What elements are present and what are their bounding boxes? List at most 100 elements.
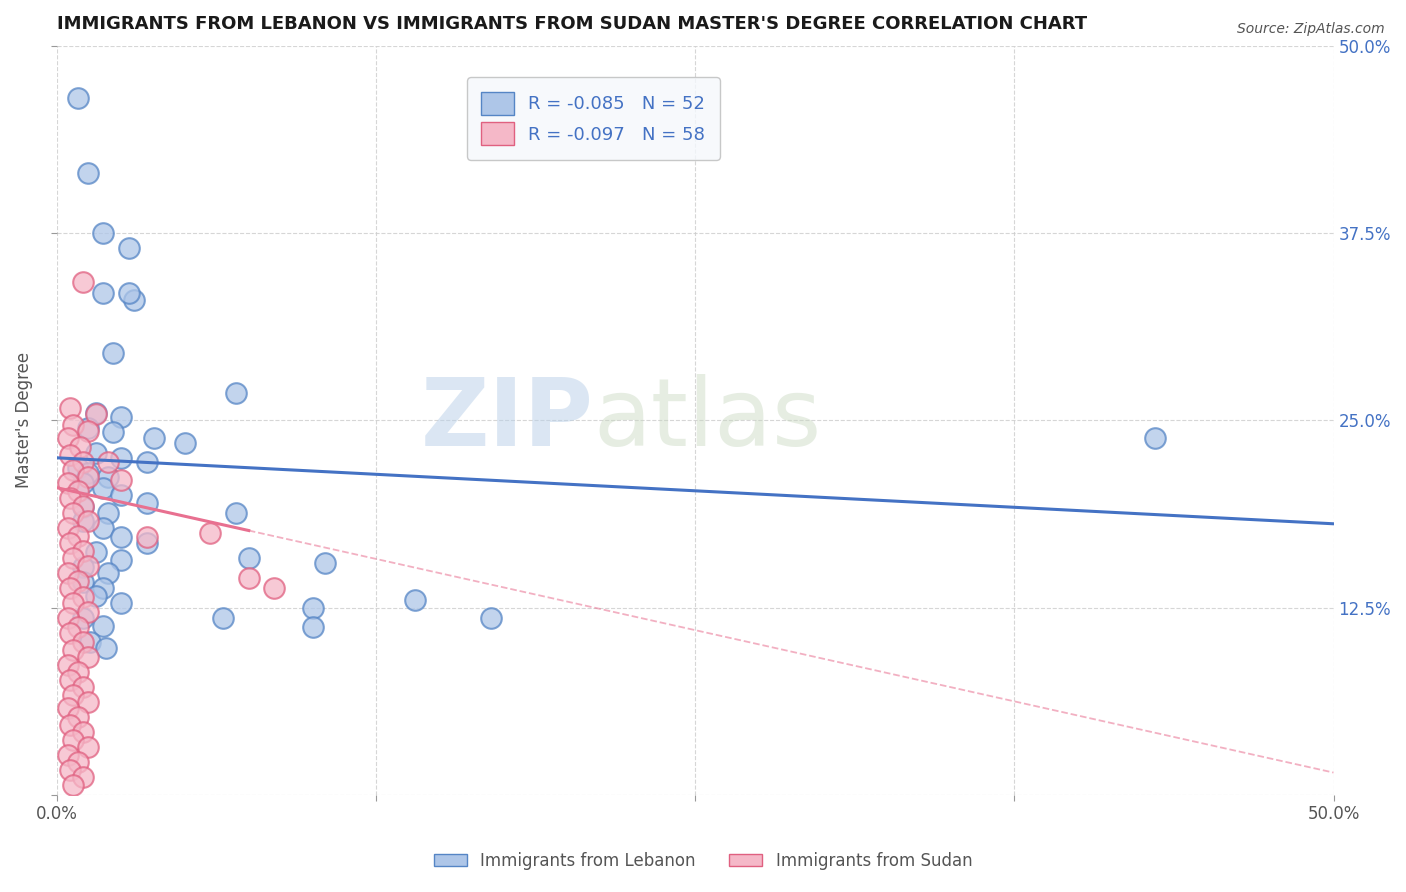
- Point: [143, 431, 166, 445]
- Point: [91, 285, 114, 300]
- Point: [62, 688, 84, 702]
- Point: [72, 499, 94, 513]
- Point: [69, 441, 91, 455]
- Point: [59, 763, 82, 777]
- Point: [56, 431, 79, 445]
- Y-axis label: Master's Degree: Master's Degree: [15, 352, 32, 489]
- Point: [110, 530, 132, 544]
- Point: [1143, 431, 1166, 445]
- Point: [72, 725, 94, 739]
- Point: [59, 673, 82, 687]
- Point: [135, 455, 157, 469]
- Point: [103, 425, 125, 440]
- Point: [77, 605, 100, 619]
- Point: [56, 521, 79, 535]
- Point: [62, 417, 84, 432]
- Point: [66, 710, 89, 724]
- Point: [62, 596, 84, 610]
- Point: [97, 470, 120, 484]
- Point: [72, 575, 94, 590]
- Point: [66, 620, 89, 634]
- Point: [59, 717, 82, 731]
- Point: [66, 755, 89, 769]
- Point: [66, 483, 89, 498]
- Point: [174, 435, 197, 450]
- Point: [56, 747, 79, 762]
- Point: [238, 551, 260, 566]
- Point: [72, 514, 94, 528]
- Point: [212, 611, 235, 625]
- Point: [84, 408, 107, 422]
- Point: [84, 545, 107, 559]
- Point: [59, 581, 82, 595]
- Point: [77, 740, 100, 755]
- Point: [77, 424, 100, 438]
- Point: [59, 448, 82, 462]
- Point: [110, 473, 132, 487]
- Point: [72, 611, 94, 625]
- Point: [103, 346, 125, 360]
- Point: [59, 401, 82, 416]
- Point: [72, 770, 94, 784]
- Point: [91, 618, 114, 632]
- Point: [72, 476, 94, 491]
- Point: [314, 556, 336, 570]
- Point: [110, 410, 132, 425]
- Point: [77, 466, 100, 480]
- Point: [62, 732, 84, 747]
- Text: atlas: atlas: [593, 375, 821, 467]
- Point: [97, 566, 120, 581]
- Point: [62, 642, 84, 657]
- Point: [77, 695, 100, 709]
- Point: [77, 514, 100, 528]
- Text: Source: ZipAtlas.com: Source: ZipAtlas.com: [1237, 22, 1385, 37]
- Point: [66, 574, 89, 588]
- Point: [72, 680, 94, 694]
- Point: [66, 91, 89, 105]
- Point: [77, 650, 100, 665]
- Point: [62, 778, 84, 792]
- Point: [225, 386, 247, 401]
- Point: [91, 521, 114, 535]
- Point: [135, 530, 157, 544]
- Point: [72, 591, 94, 605]
- Point: [59, 536, 82, 550]
- Point: [56, 566, 79, 581]
- Point: [66, 529, 89, 543]
- Point: [84, 589, 107, 603]
- Point: [59, 491, 82, 506]
- Point: [404, 593, 426, 607]
- Point: [135, 496, 157, 510]
- Point: [122, 293, 145, 308]
- Point: [72, 635, 94, 649]
- Point: [225, 506, 247, 520]
- Point: [79, 635, 101, 649]
- Point: [56, 657, 79, 672]
- Point: [135, 536, 157, 550]
- Point: [263, 581, 285, 595]
- Point: [62, 506, 84, 520]
- Text: IMMIGRANTS FROM LEBANON VS IMMIGRANTS FROM SUDAN MASTER'S DEGREE CORRELATION CHA: IMMIGRANTS FROM LEBANON VS IMMIGRANTS FR…: [58, 15, 1087, 33]
- Point: [72, 500, 94, 515]
- Legend: R = -0.085   N = 52, R = -0.097   N = 58: R = -0.085 N = 52, R = -0.097 N = 58: [467, 78, 720, 160]
- Point: [72, 543, 94, 558]
- Point: [72, 560, 94, 574]
- Point: [110, 553, 132, 567]
- Point: [56, 476, 79, 491]
- Point: [84, 446, 107, 460]
- Point: [94, 641, 117, 656]
- Point: [110, 450, 132, 465]
- Point: [91, 226, 114, 240]
- Point: [118, 285, 141, 300]
- Text: ZIP: ZIP: [420, 375, 593, 467]
- Point: [77, 166, 100, 180]
- Point: [91, 481, 114, 495]
- Point: [77, 470, 100, 484]
- Point: [200, 525, 222, 540]
- Point: [238, 571, 260, 585]
- Legend: Immigrants from Lebanon, Immigrants from Sudan: Immigrants from Lebanon, Immigrants from…: [427, 846, 979, 877]
- Point: [479, 611, 502, 625]
- Point: [62, 463, 84, 477]
- Point: [66, 665, 89, 680]
- Point: [110, 596, 132, 610]
